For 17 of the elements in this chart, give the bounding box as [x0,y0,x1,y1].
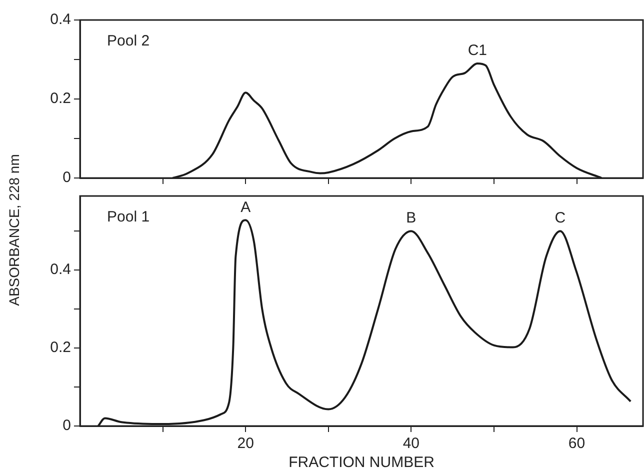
annotation: Pool 2 [107,32,150,50]
y-tick-label: 0 [62,417,71,434]
y-tick-label: 0.2 [50,90,71,108]
y-tick-label: 0.2 [50,339,71,356]
y-tick-label: 0.4 [50,11,71,28]
annotation: A [240,198,251,216]
y-axis-title: ABSORBANCE, 228 nm [6,154,22,306]
annotation: B [406,210,416,227]
x-tick-label: 60 [568,435,586,452]
y-tick-label: 0 [62,169,71,186]
x-axis-title: FRACTION NUMBER [288,454,435,472]
y-tick-label: 0.4 [50,261,71,278]
x-tick-label: 40 [402,435,420,452]
x-tick-label: 20 [237,435,254,452]
annotation: C [554,210,566,227]
annotation: Pool 1 [107,208,150,226]
annotation: C1 [468,42,488,60]
